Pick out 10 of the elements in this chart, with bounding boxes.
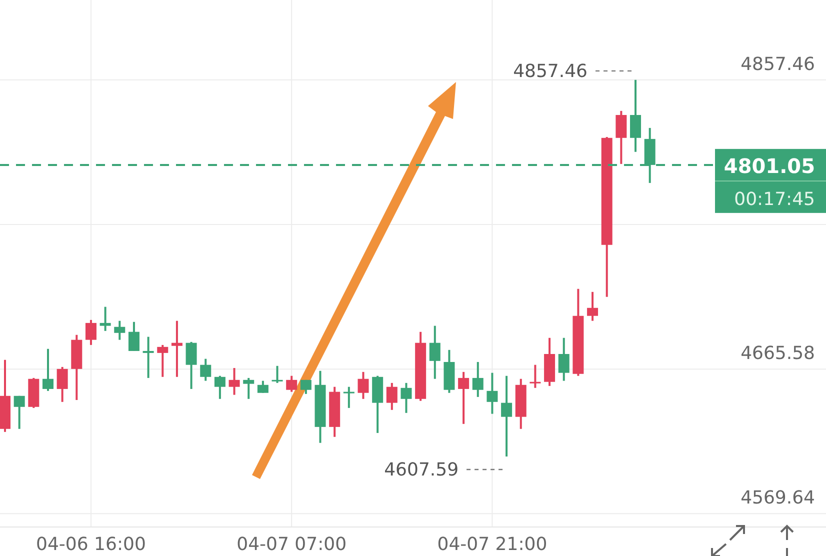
x-tick-label: 04-06 16:00 [36, 534, 146, 555]
y-tick-label: 4569.64 [740, 488, 815, 509]
y-tick-label: 4665.58 [740, 343, 815, 364]
text: 00:17:45 [734, 188, 815, 210]
x-tick-label: 04-07 07:00 [236, 534, 347, 555]
annotation: 4607.59 [384, 459, 459, 480]
ref-line-label: 4801.05 [724, 154, 815, 178]
annotation: 4857.46 [513, 60, 588, 82]
x-tick-label: 04-07 21:00 [437, 534, 548, 555]
y-tick-label: 4857.46 [740, 54, 815, 75]
